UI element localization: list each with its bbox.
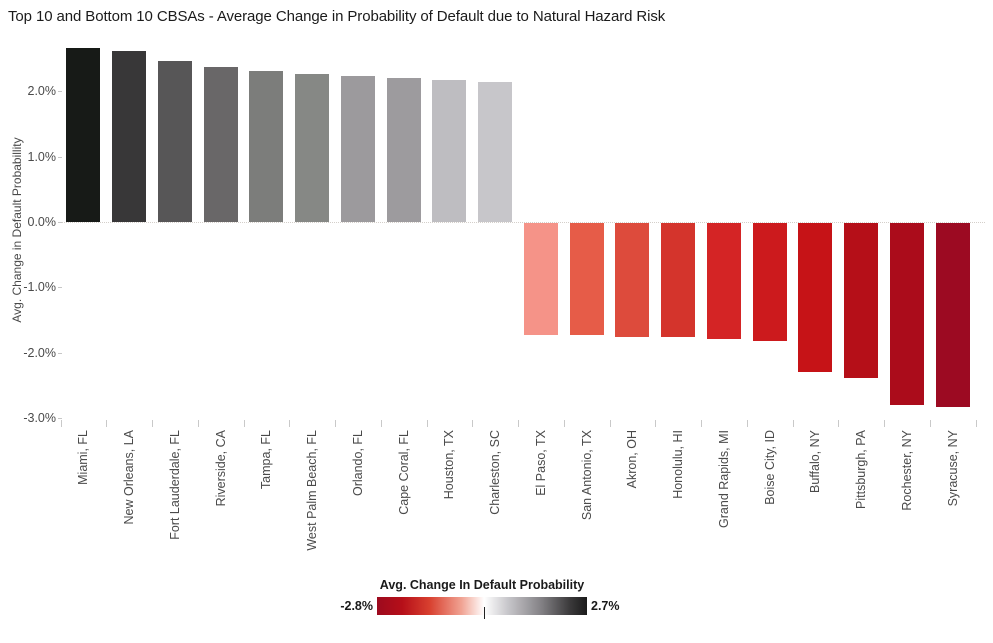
color-legend: Avg. Change In Default Probability -2.8%…: [340, 578, 620, 628]
x-axis-tick: [975, 420, 977, 427]
x-axis-tick: [518, 420, 520, 427]
y-axis-tick: [58, 156, 62, 158]
legend-min-label: -2.8%: [340, 599, 373, 613]
y-axis-tick-label: 1.0%: [27, 149, 57, 164]
bar[interactable]: [432, 80, 467, 222]
x-axis-tick: [106, 420, 108, 427]
bar[interactable]: [889, 223, 924, 405]
x-axis-tick: [243, 420, 245, 427]
legend-zero-tick: [483, 607, 486, 619]
y-axis-tick-label: -1.0%: [23, 280, 56, 295]
x-axis-label: Syracuse, NY: [945, 430, 960, 507]
bar[interactable]: [112, 50, 147, 222]
x-axis-label: Fort Lauderdale, FL: [167, 430, 182, 540]
x-axis-label: Honolulu, HI: [671, 430, 686, 499]
bar[interactable]: [340, 76, 375, 222]
y-axis-tick: [58, 91, 62, 93]
y-axis-tick: [58, 417, 62, 419]
x-axis-tick: [563, 420, 565, 427]
x-axis-tick: [197, 420, 199, 427]
x-axis-label: Riverside, CA: [213, 430, 228, 507]
x-axis-tick: [426, 420, 428, 427]
y-axis-tick-label: 0.0%: [27, 215, 57, 229]
x-axis-tick: [655, 420, 657, 427]
x-axis-label: New Orleans, LA: [122, 430, 137, 525]
x-axis-label: Akron, OH: [625, 430, 640, 489]
bar[interactable]: [844, 223, 879, 379]
bar[interactable]: [386, 77, 421, 222]
bar[interactable]: [615, 223, 650, 337]
y-axis-tick-label: -2.0%: [23, 345, 56, 360]
bar[interactable]: [295, 73, 330, 222]
x-axis-label: West Palm Beach, FL: [305, 430, 320, 551]
bar[interactable]: [66, 48, 101, 222]
bar[interactable]: [203, 67, 238, 222]
x-axis-tick: [152, 420, 154, 427]
y-axis-tick: [58, 352, 62, 354]
x-axis-tick: [609, 420, 611, 427]
legend-gradient-bar: [377, 597, 587, 619]
x-axis-tick: [335, 420, 337, 427]
bar[interactable]: [706, 223, 741, 339]
x-axis-tick: [746, 420, 748, 427]
bar[interactable]: [569, 223, 604, 336]
x-axis-tick: [838, 420, 840, 427]
x-axis-tick: [701, 420, 703, 427]
x-axis-label: Pittsburgh, PA: [854, 430, 869, 509]
bar[interactable]: [523, 223, 558, 335]
zero-baseline: [62, 222, 985, 223]
y-axis-tick: [58, 287, 62, 289]
bar-chart-plot: Avg. Change in Default Probabillity 2.0%…: [10, 48, 985, 551]
bar[interactable]: [661, 223, 696, 337]
bar[interactable]: [798, 223, 833, 372]
bar[interactable]: [935, 223, 970, 408]
x-axis-label: Grand Rapids, MI: [716, 430, 731, 528]
legend-max-label: 2.7%: [591, 599, 620, 613]
bar[interactable]: [752, 223, 787, 341]
y-axis-tick-label: -3.0%: [23, 410, 56, 425]
legend-title: Avg. Change In Default Probability: [379, 578, 585, 592]
bar[interactable]: [157, 61, 192, 222]
bar[interactable]: [478, 82, 513, 222]
x-axis-label: Buffalo, NY: [808, 430, 823, 494]
x-axis-tick: [380, 420, 382, 427]
y-axis-title: Avg. Change in Default Probabillity: [10, 137, 24, 323]
bar[interactable]: [249, 71, 284, 222]
y-axis-tick-label: 2.0%: [27, 84, 57, 99]
x-axis-label: Boise City, ID: [762, 430, 777, 505]
chart-title: Top 10 and Bottom 10 CBSAs - Average Cha…: [8, 8, 666, 25]
x-axis-tick: [792, 420, 794, 427]
x-axis-tick: [884, 420, 886, 427]
x-axis-tick: [60, 420, 62, 427]
x-axis-label: Rochester, NY: [899, 430, 914, 511]
x-axis-tick: [472, 420, 474, 427]
x-axis-label: Miami, FL: [76, 430, 91, 485]
x-axis-tick: [289, 420, 291, 427]
y-axis-tick: [58, 222, 62, 223]
x-axis-tick: [929, 420, 931, 427]
x-axis-label: Tampa, FL: [259, 430, 274, 490]
